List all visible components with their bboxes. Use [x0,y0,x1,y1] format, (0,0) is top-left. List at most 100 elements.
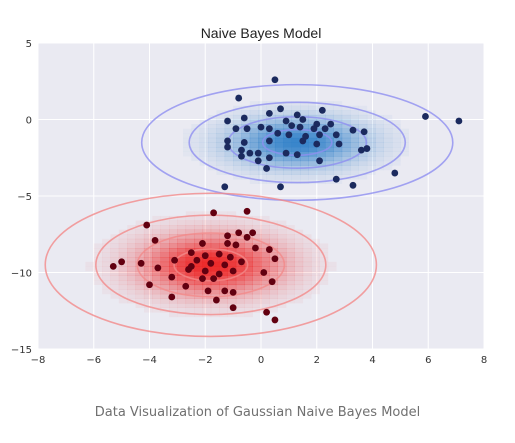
scatter-point-1 [229,304,237,312]
figure-caption: Data Visualization of Gaussian Naive Bay… [94,405,421,420]
scatter-point-0 [296,123,304,131]
scatter-point-0 [349,181,357,189]
scatter-point-1 [263,308,270,316]
scatter-point-1 [226,253,234,261]
scatter-point-0 [422,113,429,120]
x-tick-label: 4 [369,355,375,366]
scatter-point-0 [357,146,365,154]
scatter-point-0 [332,131,340,139]
scatter-point-0 [335,140,343,148]
scatter-point-1 [185,266,192,273]
scatter-point-0 [293,111,301,119]
scatter-point-1 [137,259,145,267]
scatter-point-0 [254,149,262,157]
scatter-point-1 [143,221,151,229]
scatter-point-0 [455,117,463,125]
scatter-point-1 [232,241,240,249]
scatter-point-0 [310,125,318,133]
scatter-point-1 [199,275,206,283]
scatter-point-0 [316,131,323,139]
scatter-point-0 [224,143,231,151]
chart-title: Naive Bayes Model [201,25,322,41]
scatter-point-0 [240,114,248,122]
scatter-point-0 [240,139,248,146]
scatter-point-1 [187,249,195,257]
scatter-point-0 [274,129,282,137]
scatter-point-1 [238,258,245,266]
scatter-point-0 [299,116,307,123]
gridlines [37,42,485,350]
scatter-point-0 [299,137,307,145]
scatter-point-0 [235,94,243,102]
scatter-point-0 [265,137,273,145]
scatter-point-0 [277,183,284,191]
y-tick-label: −15 [11,345,32,356]
x-tick-label: 6 [425,355,431,366]
scatter-point-1 [243,233,251,241]
scatter-point-0 [232,125,240,133]
scatter-point-0 [293,151,301,159]
scatter-point-0 [238,152,245,160]
contour-1-2 [95,214,327,316]
x-tick-label: −2 [198,355,213,366]
y-tick-label: −10 [11,269,32,280]
scatter-point-1 [168,293,176,301]
scatter-point-1 [193,256,201,264]
scatter-point-1 [210,209,218,217]
scatter-point-1 [243,207,251,215]
scatter-point-0 [257,123,265,131]
scatter-point-1 [210,275,218,283]
scatter-point-0 [349,126,357,134]
scatter-point-0 [318,106,326,114]
scatter-point-0 [221,183,229,191]
scatter-point-1 [229,288,237,296]
scatter-point-1 [260,269,268,276]
scatter-point-1 [154,264,162,272]
scatter-point-0 [313,140,321,148]
scatter-point-0 [282,149,290,157]
x-tick-label: −4 [142,355,157,366]
y-tick-label: −5 [17,192,32,203]
scatter-point-0 [332,175,340,183]
contour-0-2 [188,101,407,184]
scatter-point-1 [229,267,237,275]
scatter-point-1 [109,262,117,270]
scatter-point-1 [204,287,212,295]
scatter-point-0 [360,128,368,136]
scatter-point-1 [215,270,223,278]
scatter-point-1 [271,255,279,263]
x-tick-label: 0 [258,355,264,366]
scatter-point-1 [201,252,209,260]
scatter-point-1 [146,281,153,289]
scatter-point-0 [238,146,245,154]
scatter-point-0 [285,131,293,139]
scatter-point-0 [288,122,296,130]
y-tick-label: 5 [26,39,32,50]
scatter-point-1 [249,229,257,237]
scatter-point-0 [321,125,329,133]
scatter-point-0 [265,125,273,133]
data-points [109,76,463,324]
scatter-point-1 [215,250,223,258]
scatter-point-1 [271,316,279,324]
x-tick-label: 8 [481,355,487,366]
scatter-point-0 [224,117,231,125]
scatter-point-0 [391,169,399,177]
scatter-point-1 [224,232,231,240]
contour-1-0 [173,248,249,282]
x-tick-label: −8 [31,355,46,366]
contour-0-3 [140,83,454,202]
scatter-point-1 [252,244,259,252]
contour-1-3 [44,192,378,338]
scatter-point-1 [168,273,176,281]
scatter-point-0 [271,76,279,84]
scatter-point-1 [221,261,229,269]
scatter-point-1 [151,236,159,244]
scatter-point-1 [235,229,243,237]
scatter-point-1 [182,282,190,290]
scatter-point-1 [224,240,231,247]
scatter-point-0 [327,120,335,128]
scatter-point-1 [207,259,215,267]
scatter-point-0 [282,117,290,125]
